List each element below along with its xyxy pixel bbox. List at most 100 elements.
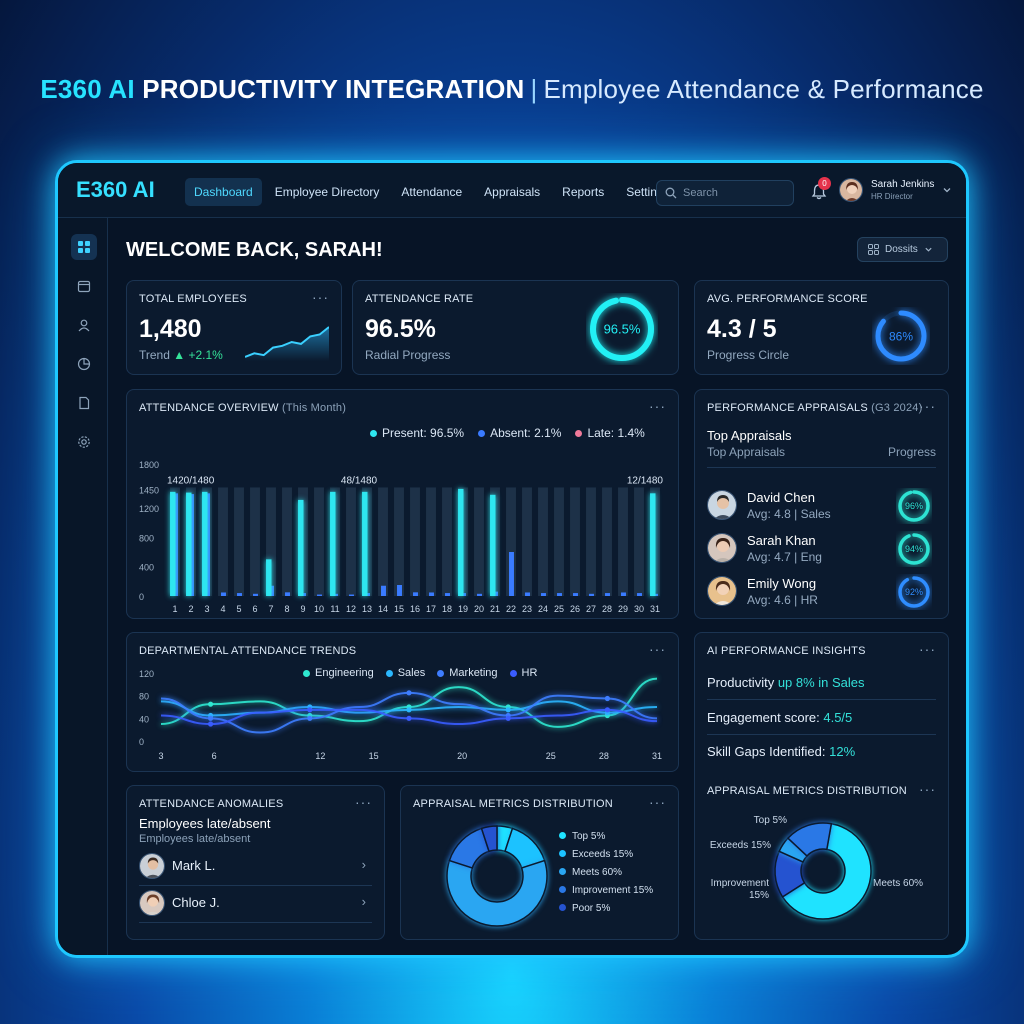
hero-subtitle: Employee Attendance & Performance <box>543 74 984 104</box>
more-options-icon[interactable]: ··· <box>919 781 936 797</box>
series-point <box>505 707 511 713</box>
series-point <box>208 721 214 727</box>
bar-absent <box>621 592 626 596</box>
top-navigation-bar: E360 AI Dashboard Employee Directory Att… <box>58 163 966 218</box>
nav-employee-directory[interactable]: Employee Directory <box>274 185 380 199</box>
x-tick-label: 4 <box>220 604 225 614</box>
card-title: APPRAISAL METRICS DISTRIBUTION <box>413 798 613 810</box>
bar-present <box>330 491 336 596</box>
user-profile-menu[interactable]: Sarah Jenkins HR Director <box>839 178 952 202</box>
more-options-icon[interactable]: ··· <box>649 641 666 657</box>
appraisal-row[interactable]: David Chen Avg: 4.8 | Sales 96% <box>707 488 936 528</box>
bar-background <box>394 487 404 596</box>
bar-absent <box>541 593 546 596</box>
bar-absent <box>525 592 530 596</box>
x-tick-label: 8 <box>284 604 289 614</box>
nav-appraisals[interactable]: Appraisals <box>484 185 541 199</box>
chevron-right-icon[interactable]: › <box>361 894 366 909</box>
card-title: TOTAL EMPLOYEES <box>139 293 247 305</box>
more-options-icon[interactable]: ··· <box>919 398 936 414</box>
x-tick-label: 28 <box>602 604 612 614</box>
nav-reports[interactable]: Reports <box>562 185 605 199</box>
insight-productivity: Productivity up 8% in Sales <box>707 675 936 690</box>
appraisal-donut-chart <box>446 825 548 927</box>
nav-attendance[interactable]: Attendance <box>401 185 463 199</box>
legend-label: Top 5% <box>572 831 606 842</box>
bar-background <box>506 487 516 596</box>
x-tick-label: 12 <box>346 604 356 614</box>
sidebar-item-calendar[interactable] <box>71 273 97 299</box>
sidebar-item-settings[interactable] <box>71 429 97 455</box>
x-tick-label: 10 <box>314 604 324 614</box>
x-tick-label: 3 <box>158 751 163 761</box>
donut2-label-top: Top 5% <box>754 815 787 826</box>
attendance-radial-progress: 96.5% <box>590 297 654 361</box>
bar-absent <box>397 585 402 596</box>
bar-annotation: 1420/1480 <box>167 475 215 486</box>
bar-present <box>202 491 208 596</box>
donut-slice <box>446 859 548 927</box>
donut2-label-meets: Meets 60% <box>873 878 923 889</box>
sidebar-item-users[interactable] <box>71 312 97 338</box>
bar-absent <box>285 592 290 596</box>
bar-background <box>218 487 228 596</box>
bar-absent <box>557 593 562 596</box>
legend-label: Improvement 15% <box>572 885 654 896</box>
sidebar-item-analytics[interactable] <box>71 351 97 377</box>
app-logo[interactable]: E360 AI <box>76 177 155 202</box>
more-options-icon[interactable]: ··· <box>312 289 329 305</box>
more-options-icon[interactable]: ··· <box>649 794 666 810</box>
search-input[interactable] <box>683 187 783 199</box>
series-point <box>208 715 214 721</box>
sidebar-item-dashboard[interactable] <box>71 234 97 260</box>
legend-late: Late: 1.4% <box>575 426 645 440</box>
x-tick-label: 9 <box>300 604 305 614</box>
bar-absent <box>637 593 642 596</box>
chevron-right-icon[interactable]: › <box>361 857 366 872</box>
ring-progress <box>898 576 930 608</box>
bar-background <box>570 487 580 596</box>
legend-sales: Sales <box>385 667 425 679</box>
bar-absent <box>589 593 594 596</box>
legend-item: Meets 60% <box>559 864 653 882</box>
avatar <box>139 853 165 879</box>
legend-item: Exceeds 15% <box>559 846 653 864</box>
period-select[interactable]: Dossits <box>857 237 948 262</box>
sidebar-item-documents[interactable] <box>71 390 97 416</box>
search-box[interactable] <box>656 180 794 206</box>
appraisal-row[interactable]: Sarah Khan Avg: 4.7 | Eng 94% <box>707 531 936 571</box>
bar-annotation: 12/1480 <box>627 475 664 486</box>
x-tick-label: 23 <box>522 604 532 614</box>
bar-absent <box>573 593 578 596</box>
more-options-icon[interactable]: ··· <box>355 794 372 810</box>
attendance-rate-value: 96.5% <box>365 315 436 343</box>
anomaly-row[interactable]: Chloe J. › <box>139 886 372 922</box>
period-select-label: Dossits <box>885 244 918 255</box>
more-options-icon[interactable]: ··· <box>919 641 936 657</box>
ring-progress <box>590 297 654 361</box>
pie-chart-icon <box>77 357 91 371</box>
sparkline <box>245 326 329 361</box>
legend-label: Exceeds 15% <box>572 849 634 860</box>
total-employees-value: 1,480 <box>139 315 202 343</box>
x-tick-label: 28 <box>599 751 609 761</box>
anomaly-name: Mark L. <box>172 858 216 873</box>
insight-highlight: 12% <box>829 744 856 759</box>
sparkline-line <box>245 326 329 358</box>
nav-dashboard[interactable]: Dashboard <box>185 178 262 206</box>
appraisal-row[interactable]: Emily Wong Avg: 4.6 | HR 92% <box>707 574 936 614</box>
appraisal-progress-ring: 92% <box>898 576 930 608</box>
more-options-icon[interactable]: ··· <box>649 398 666 414</box>
bar-absent <box>349 594 354 596</box>
anomaly-row[interactable]: Mark L. › <box>139 849 372 885</box>
bar-absent <box>269 585 274 596</box>
insight-text: Skill Gaps Identified: <box>707 744 830 759</box>
hero-brand: E360 AI <box>40 74 135 104</box>
bar-present <box>186 492 192 596</box>
donut-slice <box>480 825 498 853</box>
bar-background <box>346 487 356 596</box>
avatar <box>707 533 737 563</box>
insight-text: Engagement score: <box>707 710 824 725</box>
x-tick-label: 22 <box>506 604 516 614</box>
